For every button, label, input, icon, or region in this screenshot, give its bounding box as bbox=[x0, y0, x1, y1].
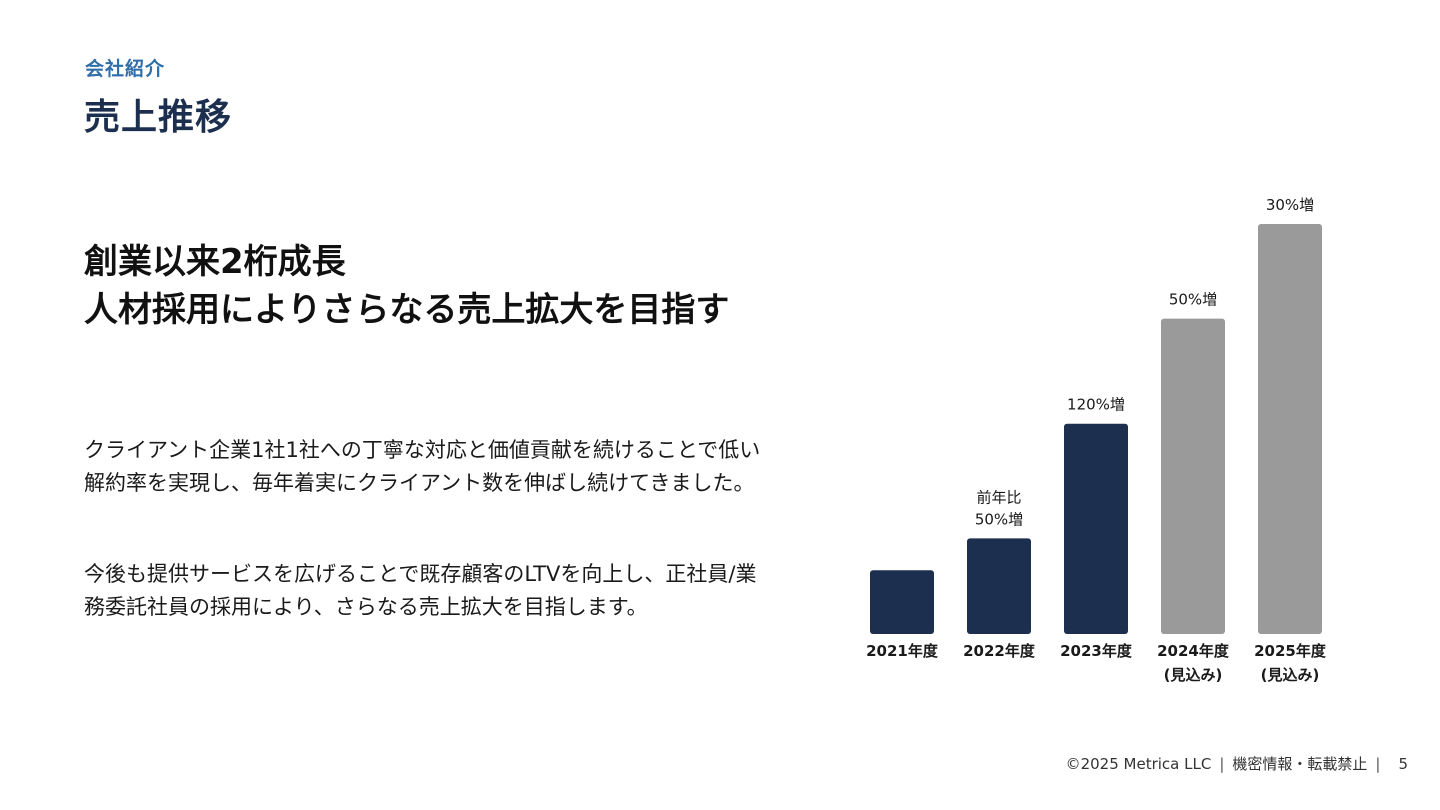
footer: ©2025 Metrica LLC | 機密情報・転載禁止 | 5 bbox=[1066, 753, 1408, 774]
bar-4 bbox=[1161, 318, 1225, 634]
growth-label-4: 50%増 bbox=[1169, 291, 1217, 309]
category-label-1: 2021年度 bbox=[866, 642, 939, 660]
headline-line-2: 人材採用によりさらなる売上拡大を目指す bbox=[84, 290, 730, 330]
footer-notice: 機密情報・転載禁止 bbox=[1232, 755, 1368, 773]
page-title: 売上推移 bbox=[84, 97, 233, 138]
section-label: 会社紹介 bbox=[85, 58, 166, 80]
category-label-5: 2025年度 bbox=[1254, 642, 1327, 660]
footer-separator-2: | bbox=[1375, 755, 1381, 773]
body-paragraph-1: クライアント企業1社1社への丁寧な対応と価値貢献を続けることで低い解約率を実現し… bbox=[84, 438, 761, 495]
category-label-3: 2023年度 bbox=[1060, 642, 1133, 660]
footer-copyright: ©2025 Metrica LLC bbox=[1065, 755, 1212, 773]
growth-label-3: 120%増 bbox=[1067, 396, 1125, 414]
bar-3 bbox=[1064, 423, 1128, 634]
growth-label-2: 前年比 bbox=[976, 488, 1021, 506]
footer-separator-1: | bbox=[1219, 755, 1225, 773]
category-label-2: 2022年度 bbox=[963, 642, 1036, 660]
bar-1 bbox=[870, 570, 934, 634]
bar-5 bbox=[1258, 224, 1322, 634]
body-paragraph-2: 今後も提供サービスを広げることで既存顧客のLTVを向上し、正社員/業務委託社員の… bbox=[84, 562, 757, 619]
headline-line-1: 創業以来2桁成長 bbox=[84, 242, 346, 282]
page-number: 5 bbox=[1398, 755, 1408, 773]
growth-label-2: 50%増 bbox=[975, 510, 1023, 528]
growth-label-5: 30%増 bbox=[1266, 196, 1314, 214]
category-label-4: (見込み) bbox=[1164, 666, 1223, 684]
category-label-4: 2024年度 bbox=[1157, 642, 1230, 660]
bar-2 bbox=[967, 538, 1031, 634]
headline: 創業以来2桁成長 人材採用によりさらなる売上拡大を目指す bbox=[84, 238, 804, 334]
category-label-5: (見込み) bbox=[1261, 666, 1320, 684]
